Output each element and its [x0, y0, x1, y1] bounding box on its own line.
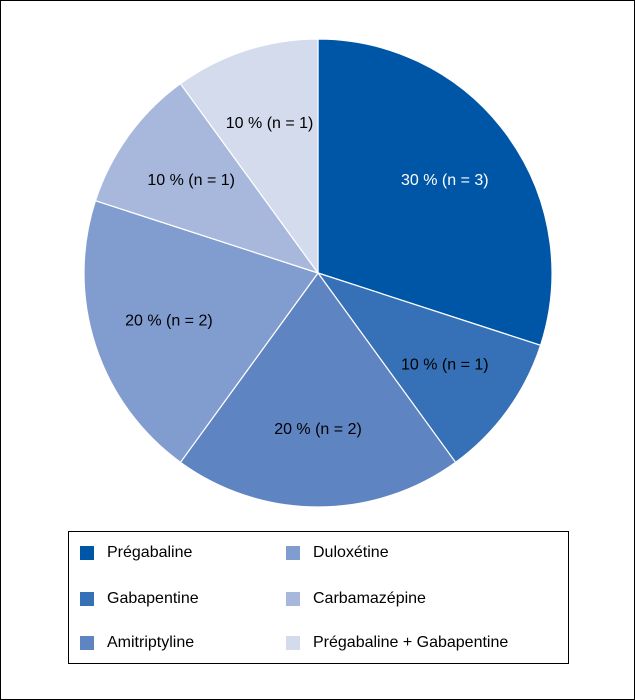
- pie-slice-amitriptyline: [179, 271, 457, 508]
- slice-label-duloxetine: 20 % (n = 2): [125, 313, 213, 330]
- legend-swatch: [80, 592, 94, 606]
- pie-slice-pregabaline-gabapentine: [179, 38, 319, 275]
- legend-label: Carbamazépine: [313, 590, 426, 607]
- legend-item-pregabaline-gabapentine: Prégabaline + Gabapentine: [286, 632, 508, 654]
- pie-slice-gabapentine: [316, 271, 542, 464]
- legend-item-amitriptyline: Amitriptyline: [80, 632, 194, 654]
- legend-item-pregabaline: Prégabaline: [80, 542, 192, 564]
- pie-chart: 30 % (n = 3) 10 % (n = 1) 20 % (n = 2) 20 %…: [83, 38, 553, 508]
- legend-swatch: [286, 592, 300, 606]
- legend-swatch: [286, 546, 300, 560]
- slice-label-amitriptyline: 20 % (n = 2): [274, 421, 362, 438]
- legend-label: Amitriptyline: [107, 634, 195, 651]
- legend-label: Duloxétine: [313, 544, 389, 561]
- legend: Prégabaline Gabapentine Amitriptyline Du…: [68, 531, 569, 664]
- slice-label-pregabaline-gabapentine: 10 % (n = 1): [226, 115, 314, 132]
- legend-item-duloxetine: Duloxétine: [286, 542, 389, 564]
- legend-swatch: [80, 636, 94, 650]
- legend-swatch: [286, 636, 300, 650]
- legend-label: Prégabaline + Gabapentine: [313, 634, 509, 651]
- pie-slice-duloxetine: [83, 199, 319, 464]
- pie-slice-carbamazepine: [94, 82, 320, 275]
- slice-label-gabapentine: 10 % (n = 1): [401, 356, 489, 373]
- legend-label: Gabapentine: [107, 590, 199, 607]
- slice-label-pregabaline: 30 % (n = 3): [401, 172, 489, 189]
- slice-label-carbamazepine: 10 % (n = 1): [147, 172, 235, 189]
- legend-swatch: [80, 546, 94, 560]
- pie-slice-pregabaline: [317, 38, 553, 347]
- legend-label: Prégabaline: [107, 544, 193, 561]
- legend-item-carbamazepine: Carbamazépine: [286, 588, 426, 610]
- legend-item-gabapentine: Gabapentine: [80, 588, 199, 610]
